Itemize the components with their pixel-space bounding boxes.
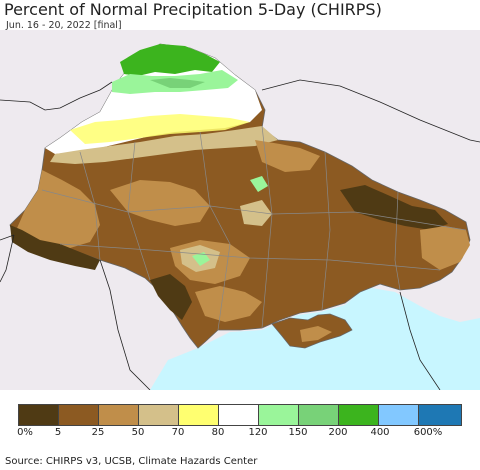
legend-label-6: 120 — [248, 427, 268, 438]
west-dark-zone — [10, 225, 100, 270]
north-midgreen-zone — [150, 78, 205, 88]
center-green-spot — [192, 252, 210, 266]
legend-swatch-1 — [58, 404, 99, 426]
east-dark-zone — [340, 185, 448, 230]
legend-swatch-5 — [218, 404, 259, 426]
legend-label-9: 400 — [370, 427, 390, 438]
west-ochre-zone — [14, 170, 100, 248]
east-ochre-zone — [420, 226, 470, 270]
legend-swatch-7 — [298, 404, 339, 426]
south-tan-zone — [195, 286, 262, 322]
precipitation-map — [0, 30, 480, 390]
north-tan-zone — [50, 126, 278, 164]
legend-label-7: 150 — [288, 427, 308, 438]
source-credit: Source: CHIRPS v3, UCSB, Climate Hazards… — [5, 456, 258, 467]
legend-label-3: 50 — [131, 427, 145, 438]
legend-swatch-8 — [338, 404, 379, 426]
legend-swatch-0 — [18, 404, 59, 426]
map-subtitle: Jun. 16 - 20, 2022 [final] — [6, 20, 122, 31]
legend-swatch-6 — [258, 404, 299, 426]
legend-label-0: 0% — [17, 427, 33, 438]
legend-swatch-9 — [378, 404, 419, 426]
legend-swatch-3 — [138, 404, 179, 426]
legend — [18, 404, 462, 426]
crimea-south-patch — [300, 326, 332, 342]
legend-label-8: 200 — [328, 427, 348, 438]
oblast-borders — [41, 125, 467, 331]
north-green-zone — [120, 44, 220, 76]
legend-swatch-2 — [98, 404, 139, 426]
legend-label-10: 600% — [413, 427, 443, 438]
center-tan-zone-2 — [240, 200, 272, 226]
country-borders — [0, 79, 480, 390]
map-svg — [0, 30, 480, 390]
legend-label-5: 80 — [211, 427, 225, 438]
center-green-spot-2 — [250, 176, 268, 192]
legend-swatch-10 — [418, 404, 462, 426]
legend-label-2: 25 — [91, 427, 105, 438]
legend-label-1: 5 — [54, 427, 62, 438]
east-ochre-zone-2 — [255, 140, 320, 172]
north-yellow-zone — [70, 114, 250, 144]
legend-swatch-4 — [178, 404, 219, 426]
map-title: Percent of Normal Precipitation 5-Day (C… — [4, 0, 382, 19]
south-dark-zone — [150, 274, 192, 320]
legend-label-4: 70 — [171, 427, 185, 438]
central-ochre-zone — [110, 180, 210, 226]
